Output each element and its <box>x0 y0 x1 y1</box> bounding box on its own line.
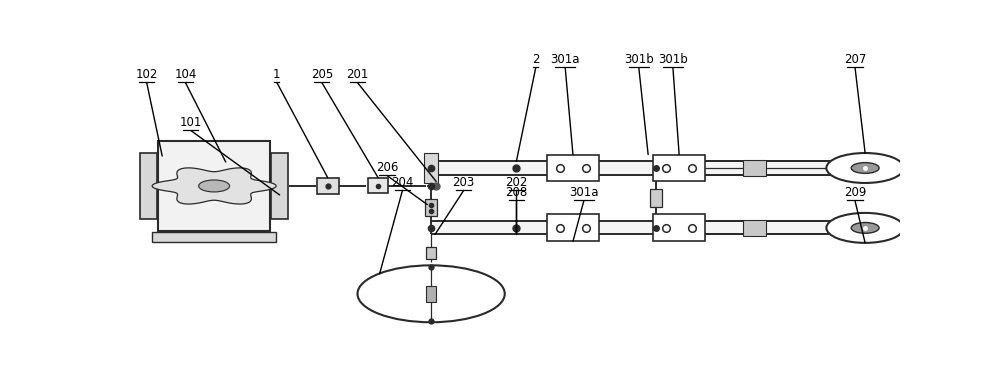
Text: 301a: 301a <box>569 186 599 200</box>
Text: 102: 102 <box>136 68 158 81</box>
Text: 203: 203 <box>453 176 475 189</box>
Circle shape <box>851 223 879 233</box>
Bar <box>743 160 766 176</box>
Text: 201: 201 <box>346 68 369 81</box>
Bar <box>140 153 157 219</box>
Text: 301b: 301b <box>624 53 654 66</box>
Circle shape <box>199 180 230 192</box>
Bar <box>653 154 705 182</box>
Text: 2: 2 <box>532 53 540 66</box>
Bar <box>424 153 438 183</box>
Circle shape <box>358 265 505 322</box>
Circle shape <box>826 213 904 243</box>
Text: 209: 209 <box>844 186 866 200</box>
Bar <box>431 221 826 235</box>
Text: 204: 204 <box>391 176 414 189</box>
Text: 301a: 301a <box>550 53 580 66</box>
Circle shape <box>826 153 904 183</box>
Text: 205: 205 <box>311 68 333 81</box>
Text: 202: 202 <box>505 176 528 189</box>
Polygon shape <box>152 168 276 204</box>
Bar <box>317 178 339 194</box>
Bar <box>653 214 705 241</box>
Text: 1: 1 <box>273 68 281 81</box>
Bar <box>547 214 599 241</box>
Text: 104: 104 <box>174 68 197 81</box>
Bar <box>152 231 276 242</box>
Text: 101: 101 <box>180 116 202 129</box>
Bar <box>743 220 766 236</box>
Bar <box>547 154 599 182</box>
Circle shape <box>851 163 879 173</box>
Bar <box>158 141 270 231</box>
Bar <box>426 247 436 259</box>
Bar <box>271 153 288 219</box>
Bar <box>650 189 662 207</box>
Bar <box>431 161 826 175</box>
Text: 206: 206 <box>376 161 398 174</box>
Text: 208: 208 <box>505 186 528 200</box>
Bar <box>368 179 388 193</box>
Bar <box>426 286 436 302</box>
Text: 207: 207 <box>844 53 866 66</box>
Bar <box>425 199 437 216</box>
Text: 301b: 301b <box>658 53 688 66</box>
